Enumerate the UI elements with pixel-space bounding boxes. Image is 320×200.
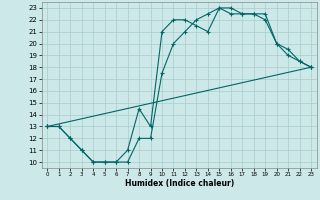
X-axis label: Humidex (Indice chaleur): Humidex (Indice chaleur) xyxy=(124,179,234,188)
